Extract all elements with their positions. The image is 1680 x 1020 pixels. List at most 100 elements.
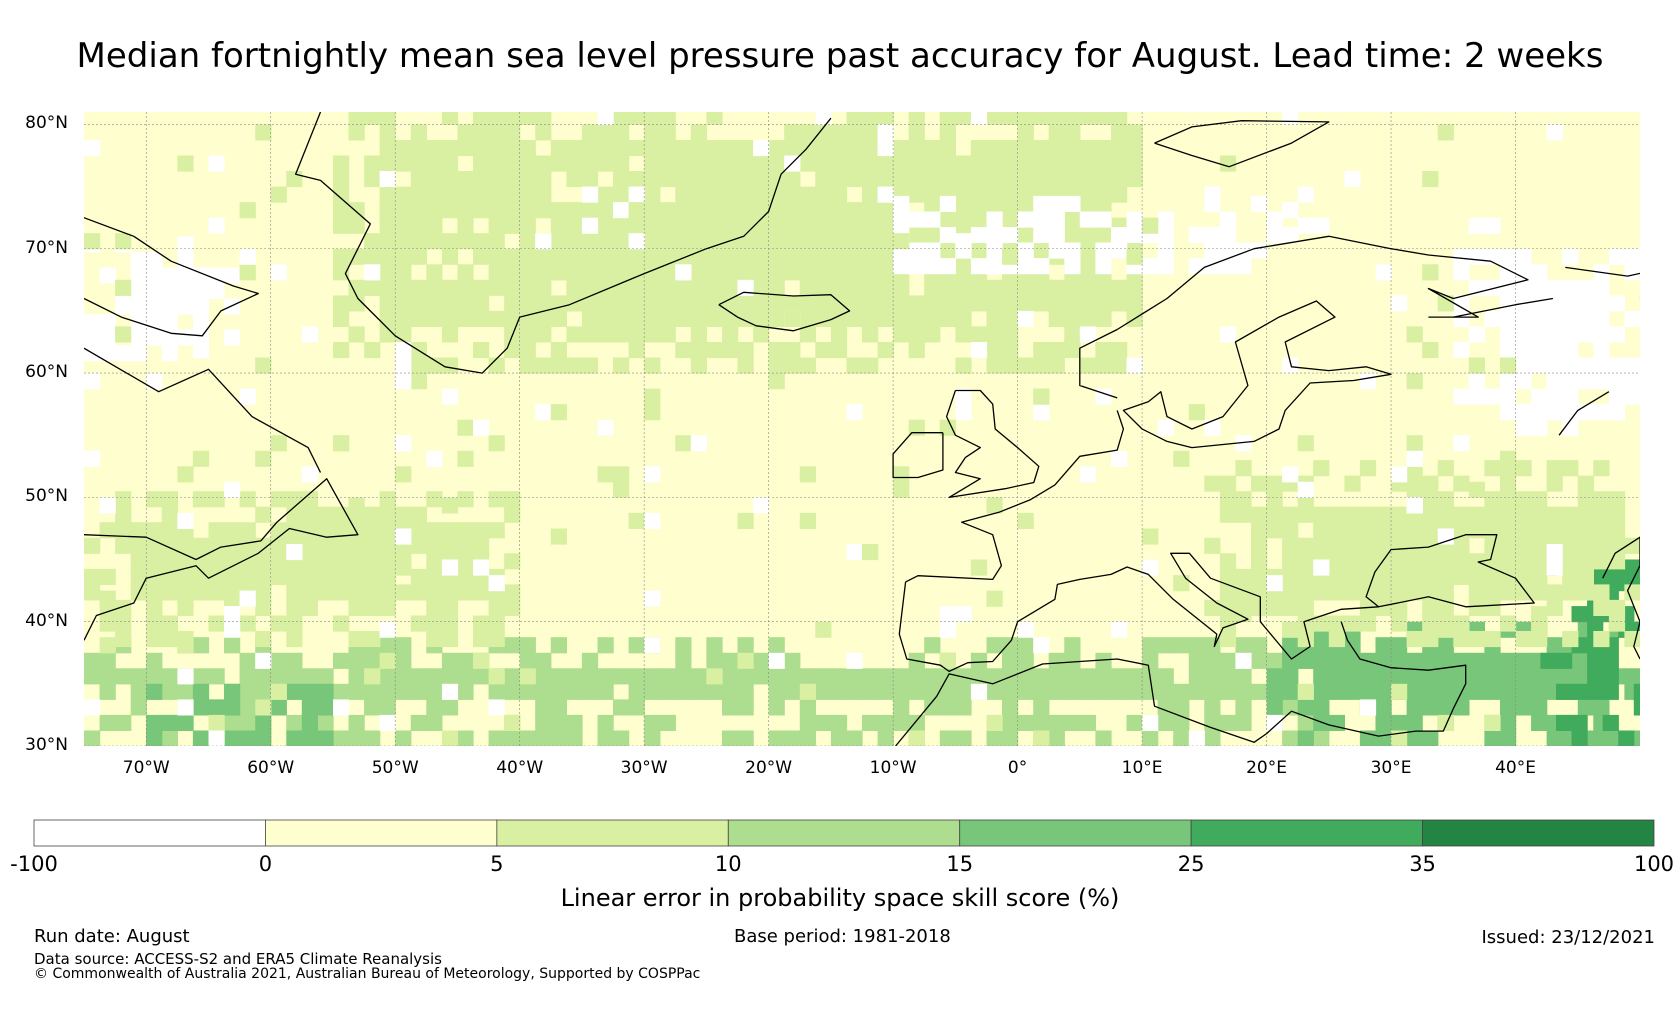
skill-cell [379, 233, 396, 250]
skill-cell [1546, 460, 1563, 477]
skill-cell [986, 497, 1003, 514]
skill-cell [473, 124, 490, 141]
skill-cell [1437, 683, 1454, 700]
skill-cell [737, 186, 754, 203]
skill-cell [115, 345, 132, 362]
skill-cell [1593, 342, 1610, 359]
skill-cell [566, 279, 583, 296]
skill-cell [690, 435, 707, 452]
skill-cell [1453, 295, 1470, 312]
skill-cell [1111, 186, 1128, 203]
skill-cell [784, 357, 801, 374]
skill-cell [504, 124, 521, 141]
skill-cell [348, 217, 365, 234]
skill-cell [1531, 310, 1548, 327]
skill-cell [1593, 506, 1610, 523]
skill-cell [333, 699, 350, 716]
skill-cell [908, 124, 925, 141]
skill-cell [1235, 568, 1252, 585]
skill-cell [613, 140, 630, 157]
skill-cell [1562, 506, 1579, 523]
skill-cell [286, 544, 303, 561]
skill-cell [784, 233, 801, 250]
colorbar-tick: 35 [1409, 852, 1436, 876]
skill-cell [690, 295, 707, 312]
lon-tick-label: 40°W [496, 758, 544, 778]
skill-cell [1328, 553, 1345, 570]
skill-cell [286, 506, 303, 523]
skill-cell [722, 217, 739, 234]
skill-cell [1157, 227, 1174, 244]
skill-cell [1577, 568, 1594, 585]
skill-cell [333, 435, 350, 452]
skill-cell [1219, 714, 1237, 731]
greenland-coast [294, 112, 832, 374]
skill-cell [1328, 537, 1345, 554]
skill-cell [1593, 584, 1610, 601]
base-period: Base period: 1981-2018 [734, 926, 951, 947]
skill-cell [1422, 342, 1439, 359]
skill-cell [566, 171, 583, 188]
skill-cell [426, 522, 443, 539]
skill-cell [224, 481, 241, 498]
skill-cell [333, 171, 350, 188]
skill-cell [255, 584, 272, 601]
skill-cell [1618, 730, 1635, 746]
skill-cell [939, 124, 956, 141]
skill-cell [1017, 295, 1034, 312]
skill-cell [893, 481, 910, 498]
skill-cell [1577, 584, 1594, 601]
skill-cell [270, 537, 287, 554]
skill-cell [799, 357, 816, 374]
skill-cell [457, 295, 474, 312]
skill-cell [799, 202, 816, 219]
skill-cell [1375, 730, 1392, 746]
skill-cell [1468, 668, 1485, 685]
skill-cell [706, 248, 723, 265]
skill-score-map [84, 112, 1640, 746]
skill-cell [379, 124, 396, 141]
skill-cell [613, 481, 630, 498]
skill-cell [1500, 450, 1517, 467]
skill-cell [799, 683, 816, 700]
skill-cell [1500, 475, 1517, 492]
skill-cell [1002, 310, 1019, 327]
skill-cell [1375, 714, 1392, 731]
skill-cell [628, 683, 645, 700]
skill-cell [722, 342, 739, 359]
skill-cell [1313, 699, 1330, 716]
skill-cell [1484, 460, 1501, 477]
skill-cell [659, 668, 676, 685]
skill-cell [457, 279, 474, 296]
skill-cell [768, 233, 785, 250]
skill-cell [333, 155, 350, 172]
skill-cell [1359, 522, 1377, 539]
skill-cell [84, 652, 101, 669]
skill-cell [924, 326, 941, 343]
skill-cell [1033, 357, 1050, 374]
skill-cell [1002, 714, 1019, 731]
skill-cell [675, 435, 692, 452]
skill-cell [566, 217, 583, 234]
skill-cell [830, 186, 848, 203]
skill-cell [908, 258, 925, 275]
skill-cell [862, 155, 879, 172]
skill-cell [441, 631, 459, 648]
skill-cell [1453, 699, 1470, 716]
skill-cell [986, 637, 1003, 654]
skill-cell [550, 233, 567, 250]
lon-tick-label: 70°W [122, 758, 170, 778]
skill-cell [1562, 568, 1579, 585]
skill-cell [1406, 568, 1423, 585]
skill-cell [970, 140, 988, 157]
skill-cell [846, 357, 863, 374]
skill-cell [1048, 652, 1065, 669]
skill-cell [1188, 652, 1205, 669]
lat-tick-label: 70°N [25, 237, 68, 258]
skill-cell [1251, 599, 1268, 616]
skill-cell [706, 668, 723, 685]
skill-cell [255, 553, 272, 570]
skill-cell [1173, 699, 1190, 716]
skill-cell [1624, 388, 1640, 405]
skill-cell [1633, 683, 1640, 700]
